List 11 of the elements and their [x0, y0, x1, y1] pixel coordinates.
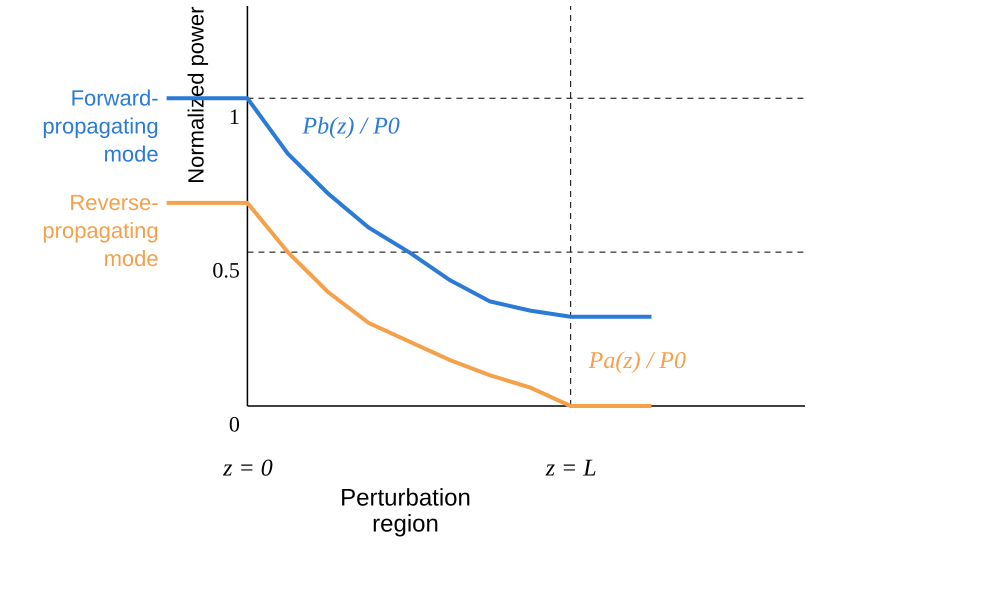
y-tick-label: 0 [228, 412, 240, 436]
y-tick-label: 0.5 [212, 258, 240, 283]
y-axis-title: Normalized power [183, 6, 208, 184]
y-tick-label: 1 [228, 104, 240, 129]
annotation: Forward-propagating mode [42, 85, 159, 166]
annotation: Reverse-propagating mode [42, 190, 159, 271]
x-tick-label: z = 0 [222, 456, 273, 482]
x-axis-title: Perturbation region [340, 484, 471, 538]
series-label: Pb(z) / P0 [301, 113, 400, 140]
x-tick-label: z = L [544, 456, 597, 482]
series-label: Pa(z) / P0 [588, 348, 686, 374]
